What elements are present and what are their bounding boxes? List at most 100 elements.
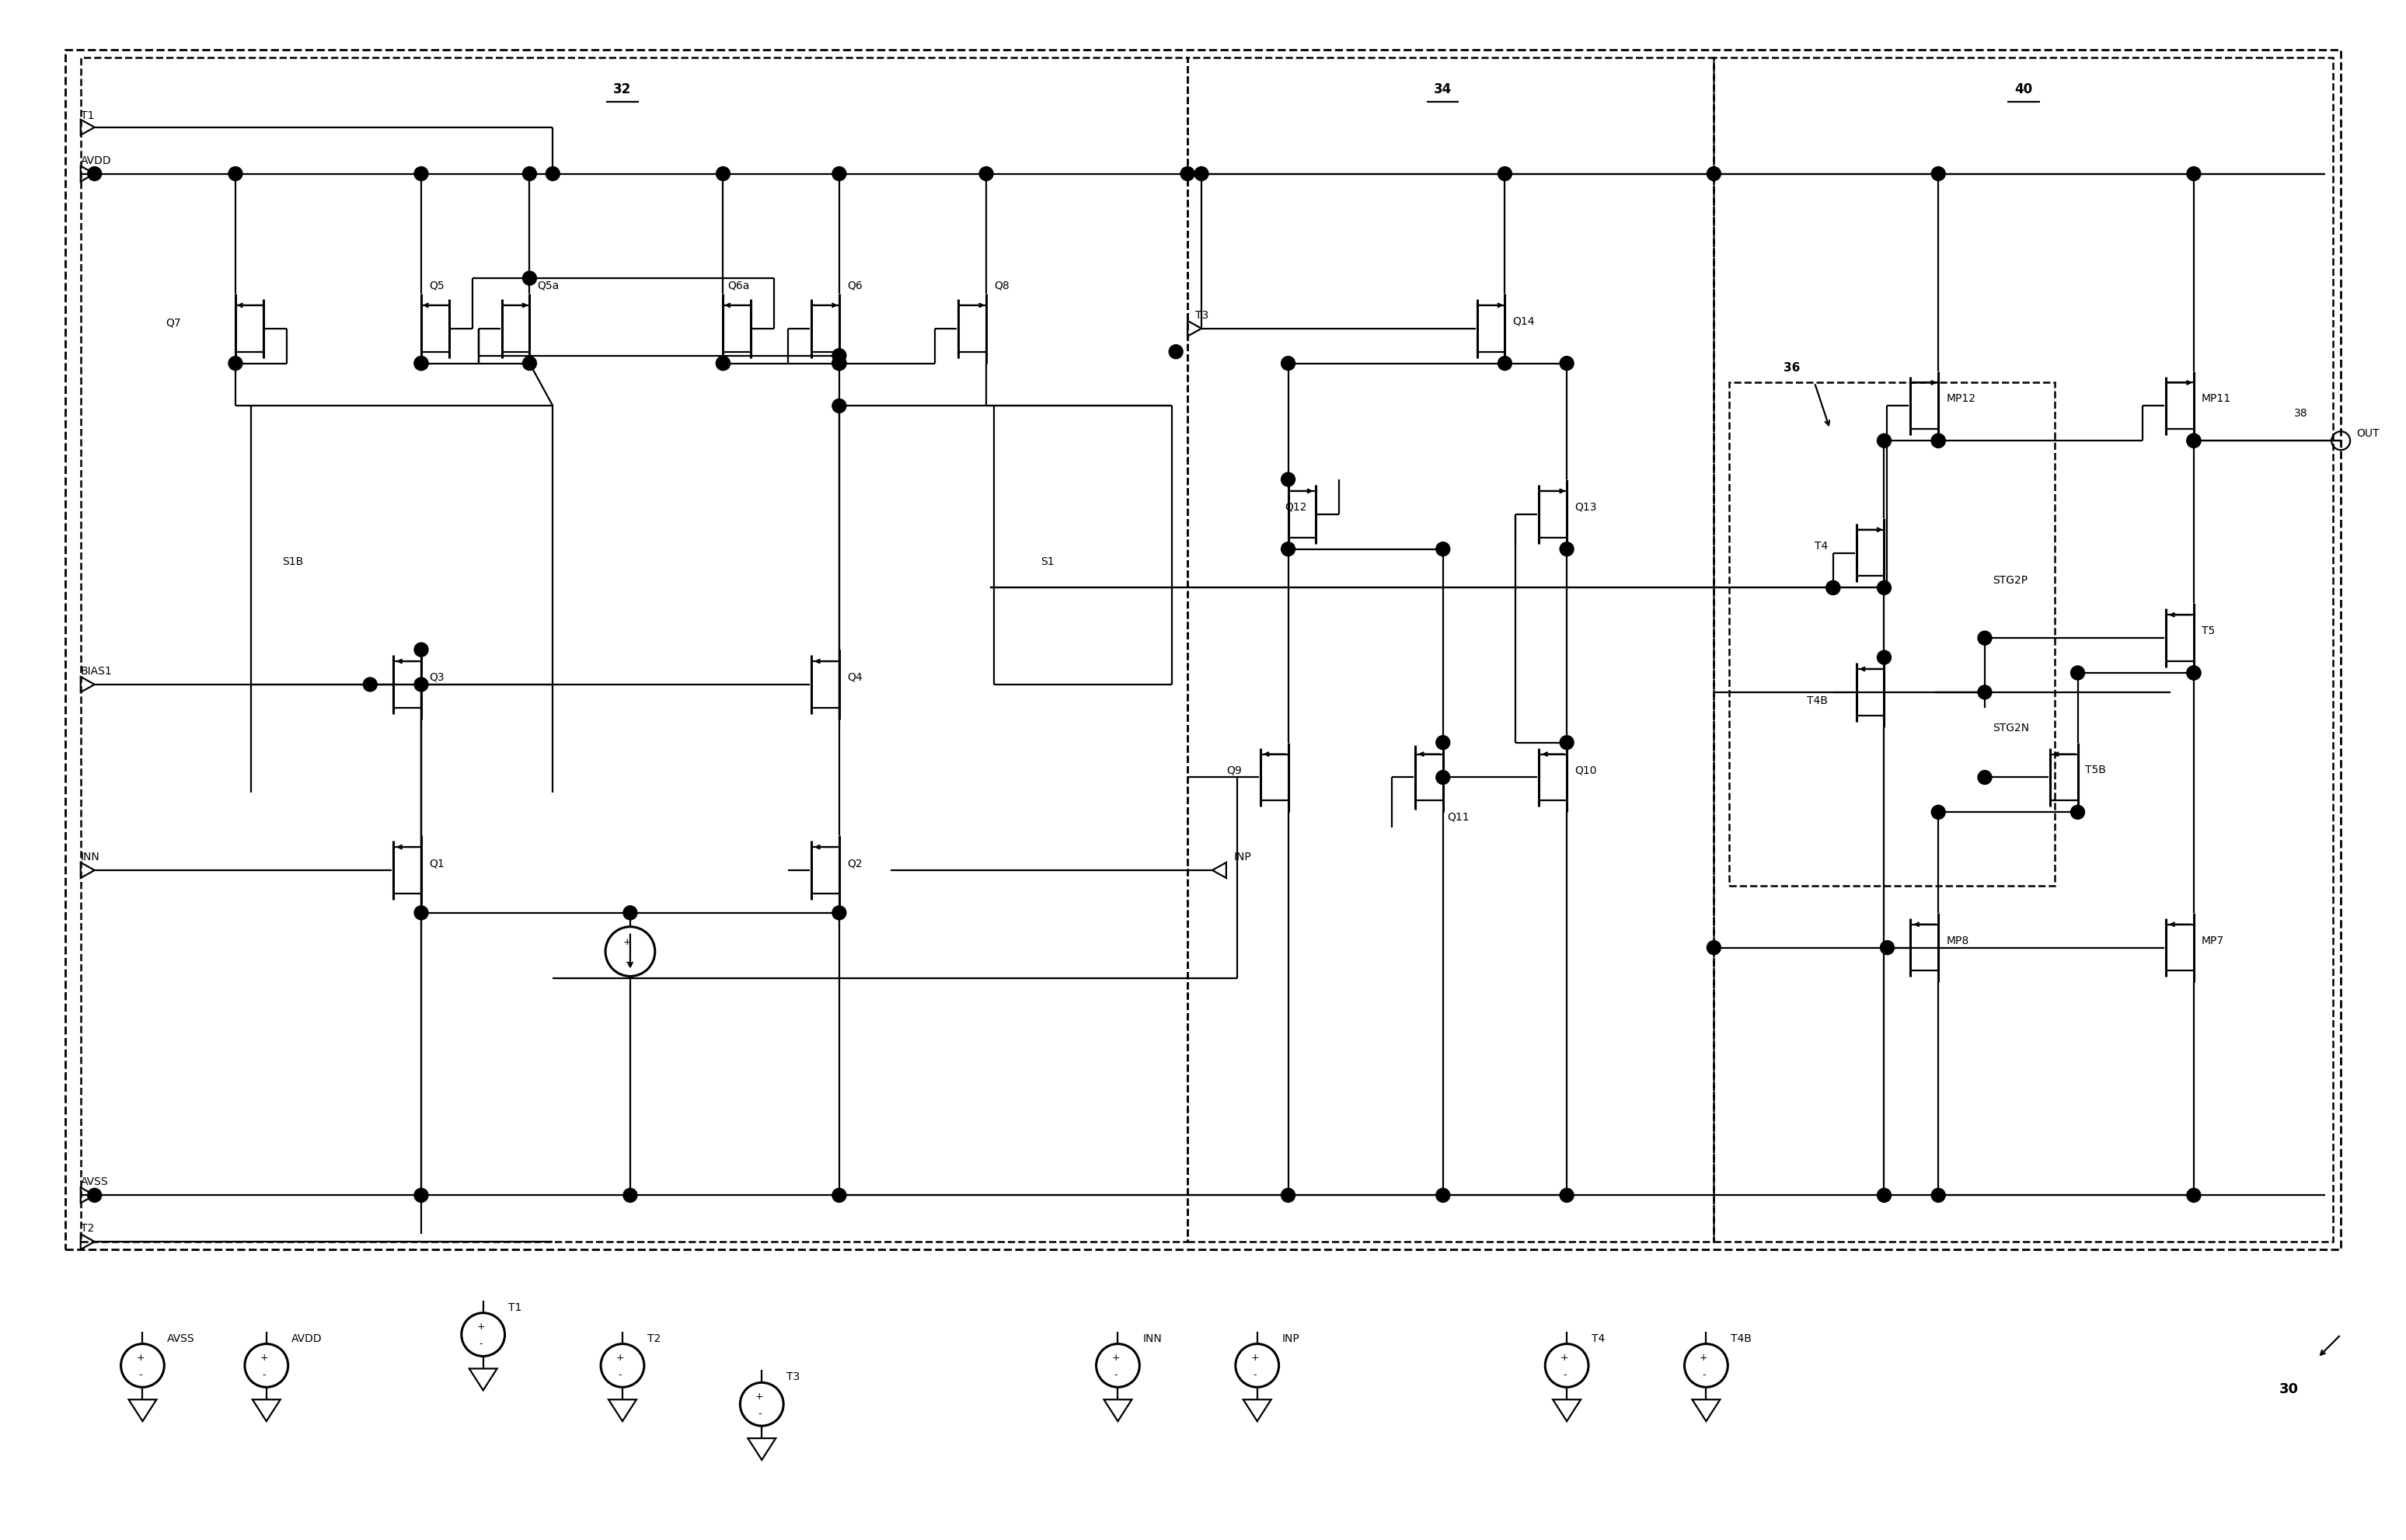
Circle shape [832, 357, 847, 371]
Circle shape [1879, 941, 1894, 955]
Circle shape [1932, 434, 1946, 448]
Text: -: - [262, 1369, 265, 1380]
Circle shape [1169, 345, 1184, 359]
Circle shape [229, 357, 243, 371]
Text: +: + [1699, 1352, 1708, 1363]
Text: -: - [479, 1338, 484, 1348]
Circle shape [1436, 542, 1451, 556]
Text: T4B: T4B [1730, 1332, 1752, 1343]
Circle shape [2072, 667, 2084, 681]
Text: S1: S1 [1039, 556, 1054, 567]
Circle shape [87, 1189, 101, 1203]
Text: T2: T2 [82, 1223, 94, 1234]
Circle shape [1877, 581, 1891, 594]
Text: -: - [1564, 1369, 1566, 1380]
Circle shape [1877, 1189, 1891, 1203]
Circle shape [1559, 542, 1574, 556]
Text: Q7: Q7 [166, 317, 180, 328]
Circle shape [414, 357, 428, 371]
Text: MP11: MP11 [2201, 393, 2230, 403]
Circle shape [414, 168, 428, 182]
Circle shape [832, 906, 847, 919]
Text: MP8: MP8 [1946, 935, 1968, 946]
Circle shape [1932, 1189, 1946, 1203]
Circle shape [1559, 1189, 1574, 1203]
Text: AVSS: AVSS [168, 1332, 195, 1343]
Text: 38: 38 [2295, 408, 2307, 419]
Circle shape [832, 357, 847, 371]
Circle shape [414, 906, 428, 919]
Text: 40: 40 [2014, 82, 2033, 97]
Circle shape [546, 168, 561, 182]
Text: INN: INN [82, 852, 101, 862]
Circle shape [1706, 941, 1720, 955]
Text: T1: T1 [508, 1301, 522, 1312]
Text: -: - [1254, 1369, 1256, 1380]
Circle shape [1706, 168, 1720, 182]
Circle shape [1499, 168, 1511, 182]
Circle shape [2187, 1189, 2201, 1203]
Text: +: + [476, 1321, 486, 1331]
Text: Q9: Q9 [1227, 764, 1241, 776]
Text: 34: 34 [1434, 82, 1451, 97]
Text: Q13: Q13 [1574, 502, 1598, 513]
Text: STG2N: STG2N [1992, 722, 2028, 733]
Circle shape [1877, 651, 1891, 665]
Text: INP: INP [1234, 852, 1251, 862]
Circle shape [1436, 772, 1451, 785]
Text: +: + [260, 1352, 267, 1363]
Text: T4B: T4B [1807, 695, 1829, 705]
Circle shape [414, 644, 428, 658]
Text: +: + [616, 1352, 623, 1363]
Circle shape [1280, 1189, 1294, 1203]
Text: Q8: Q8 [994, 280, 1011, 291]
Text: S1B: S1B [282, 556, 303, 567]
Circle shape [1280, 473, 1294, 487]
Circle shape [522, 273, 537, 286]
Circle shape [1559, 357, 1574, 371]
Circle shape [1978, 685, 1992, 699]
Circle shape [1978, 631, 1992, 645]
Circle shape [623, 1189, 638, 1203]
Text: -: - [1114, 1369, 1116, 1380]
Circle shape [1826, 581, 1841, 594]
Text: T5: T5 [2201, 625, 2216, 636]
Text: AVSS: AVSS [82, 1177, 108, 1187]
Text: MP12: MP12 [1946, 393, 1975, 403]
Text: Q1: Q1 [428, 858, 445, 869]
Circle shape [1280, 542, 1294, 556]
Circle shape [87, 168, 101, 182]
Text: T3: T3 [1196, 310, 1208, 320]
Text: Q12: Q12 [1285, 502, 1306, 513]
Text: +: + [137, 1352, 144, 1363]
Text: INN: INN [1143, 1332, 1162, 1343]
Text: -: - [618, 1369, 621, 1380]
Text: T4: T4 [1814, 541, 1829, 551]
Text: AVDD: AVDD [82, 156, 111, 166]
Text: +: + [755, 1391, 763, 1401]
Circle shape [832, 399, 847, 413]
Text: Q6a: Q6a [727, 280, 751, 291]
Circle shape [2187, 667, 2201, 681]
Text: -: - [140, 1369, 142, 1380]
Text: BIAS1: BIAS1 [82, 665, 113, 676]
Circle shape [414, 678, 428, 691]
Text: -: - [1701, 1369, 1706, 1380]
Circle shape [1436, 1189, 1451, 1203]
Circle shape [414, 1189, 428, 1203]
Text: Q14: Q14 [1513, 316, 1535, 326]
Text: T2: T2 [647, 1332, 662, 1343]
Circle shape [1181, 168, 1193, 182]
Circle shape [1826, 581, 1841, 594]
Circle shape [717, 357, 729, 371]
Text: Q3: Q3 [428, 671, 445, 682]
Circle shape [1436, 736, 1451, 750]
Circle shape [1280, 357, 1294, 371]
Circle shape [1877, 434, 1891, 448]
Circle shape [623, 906, 638, 919]
Text: 30: 30 [2278, 1381, 2298, 1395]
Text: T5B: T5B [2086, 764, 2105, 776]
Text: Q2: Q2 [847, 858, 861, 869]
Circle shape [2187, 434, 2201, 448]
Circle shape [363, 678, 378, 691]
